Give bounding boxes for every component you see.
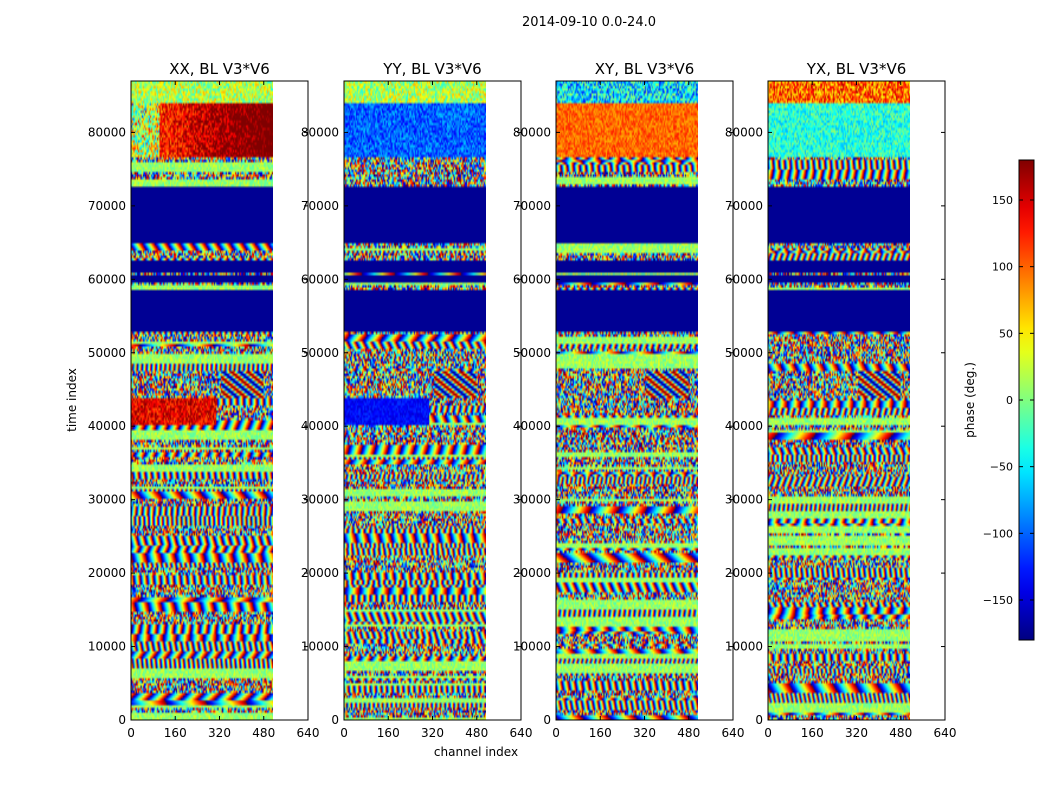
panel-2-ytick-label-0: 0	[543, 713, 551, 727]
panel-2-ytick-label-1: 10000	[513, 640, 551, 654]
panels: XX, BL V3*V6 0 160 320 480 640 0 10000 20000 3000…	[88, 60, 957, 740]
panel-1-ytick-label-2: 20000	[301, 566, 339, 580]
panel-1-ytick-label-6: 60000	[301, 272, 339, 286]
colorbar-tick-label-4: 50	[999, 327, 1013, 340]
panel-1-xtick-label-1: 160	[377, 726, 400, 740]
panel-0-ytick-label-2: 20000	[88, 566, 126, 580]
colorbar-tick-label-6: 150	[992, 194, 1013, 207]
panel-0-xtick-label-1: 160	[164, 726, 187, 740]
panel-2-ytick-label-3: 30000	[513, 493, 551, 507]
panel-2-xtick-label-0: 0	[552, 726, 560, 740]
panel-3-xtick-label-2: 320	[845, 726, 868, 740]
panel-2-ytick-label-2: 20000	[513, 566, 551, 580]
panel-0-phase-image	[131, 81, 273, 720]
x-axis-label: channel index	[434, 745, 518, 759]
panel-2-ytick-label-4: 40000	[513, 419, 551, 433]
panel-3-ytick-label-1: 10000	[725, 640, 763, 654]
panel-2-ytick-label-7: 70000	[513, 199, 551, 213]
panel-2-xtick-label-1: 160	[589, 726, 612, 740]
panel-1-ytick-label-1: 10000	[301, 640, 339, 654]
panel-2-xtick-label-4: 640	[722, 726, 745, 740]
panel-3-xtick-label-3: 480	[889, 726, 912, 740]
panel-3-xtick-label-0: 0	[764, 726, 772, 740]
panel-0-title: XX, BL V3*V6	[169, 60, 270, 78]
panel-2: XY, BL V3*V6 0 160 320 480 640 0 10000 20000 3000…	[513, 60, 745, 740]
panel-1-ytick-label-5: 50000	[301, 346, 339, 360]
colorbar: −150 −100 −50 0 50 100 150 phase (deg.)	[963, 159, 1035, 641]
panel-2-xtick-label-3: 480	[677, 726, 700, 740]
panel-0-xtick-label-2: 320	[208, 726, 231, 740]
y-axis-label: time index	[65, 368, 79, 432]
panel-3-ytick-label-4: 40000	[725, 419, 763, 433]
panel-0-ytick-label-7: 70000	[88, 199, 126, 213]
panel-3-ytick-label-2: 20000	[725, 566, 763, 580]
panel-3-ytick-label-6: 60000	[725, 272, 763, 286]
panel-2-ytick-label-6: 60000	[513, 272, 551, 286]
panel-3-ytick-label-7: 70000	[725, 199, 763, 213]
panel-2-ytick-label-5: 50000	[513, 346, 551, 360]
colorbar-label: phase (deg.)	[963, 362, 977, 438]
panel-3-ytick-label-8: 80000	[725, 125, 763, 139]
panel-0-xtick-label-3: 480	[252, 726, 275, 740]
colorbar-tick-label-5: 100	[992, 261, 1013, 274]
panel-3-ytick-label-3: 30000	[725, 493, 763, 507]
panel-2-title: XY, BL V3*V6	[595, 60, 695, 78]
panel-0-ytick-label-1: 10000	[88, 640, 126, 654]
panel-1: YY, BL V3*V6 0 160 320 480 640 0 10000 20000 3000…	[301, 60, 533, 740]
panel-1-xtick-label-2: 320	[421, 726, 444, 740]
colorbar-tick-label-1: −100	[983, 527, 1013, 540]
figure-suptitle: 2014-09-10 0.0-24.0	[522, 15, 656, 30]
panel-2-phase-image	[556, 81, 698, 720]
panel-0-ytick-label-5: 50000	[88, 346, 126, 360]
panel-3-xtick-label-1: 160	[801, 726, 824, 740]
panel-1-ytick-label-8: 80000	[301, 125, 339, 139]
panel-0: XX, BL V3*V6 0 160 320 480 640 0 10000 20000 3000…	[88, 60, 320, 740]
colorbar-tick-label-0: −150	[983, 594, 1013, 607]
panel-1-xtick-label-3: 480	[465, 726, 488, 740]
panel-2-xtick-label-2: 320	[633, 726, 656, 740]
panel-1-ytick-label-0: 0	[331, 713, 339, 727]
panel-1-ytick-label-4: 40000	[301, 419, 339, 433]
panel-0-xtick-label-0: 0	[127, 726, 135, 740]
panel-0-ytick-label-6: 60000	[88, 272, 126, 286]
panel-3: YX, BL V3*V6 0 160 320 480 640 0 10000 20000 3000…	[725, 60, 957, 740]
panel-2-ytick-label-8: 80000	[513, 125, 551, 139]
panel-3-ytick-label-5: 50000	[725, 346, 763, 360]
panel-1-title: YY, BL V3*V6	[382, 60, 481, 78]
panel-3-ytick-label-0: 0	[755, 713, 763, 727]
panel-0-ytick-label-0: 0	[118, 713, 126, 727]
panel-1-xtick-label-4: 640	[510, 726, 533, 740]
panel-1-ytick-label-3: 30000	[301, 493, 339, 507]
panel-0-ytick-label-8: 80000	[88, 125, 126, 139]
panel-1-xtick-label-0: 0	[340, 726, 348, 740]
panel-3-phase-image	[768, 81, 910, 720]
panel-0-ytick-label-3: 30000	[88, 493, 126, 507]
panel-1-phase-image	[344, 81, 486, 720]
panel-3-xtick-label-4: 640	[934, 726, 957, 740]
colorbar-tick-label-2: −50	[990, 461, 1013, 474]
panel-3-title: YX, BL V3*V6	[806, 60, 907, 78]
panel-0-xtick-label-4: 640	[297, 726, 320, 740]
panel-0-ytick-label-4: 40000	[88, 419, 126, 433]
colorbar-tick-label-3: 0	[1006, 394, 1013, 407]
panel-1-ytick-label-7: 70000	[301, 199, 339, 213]
